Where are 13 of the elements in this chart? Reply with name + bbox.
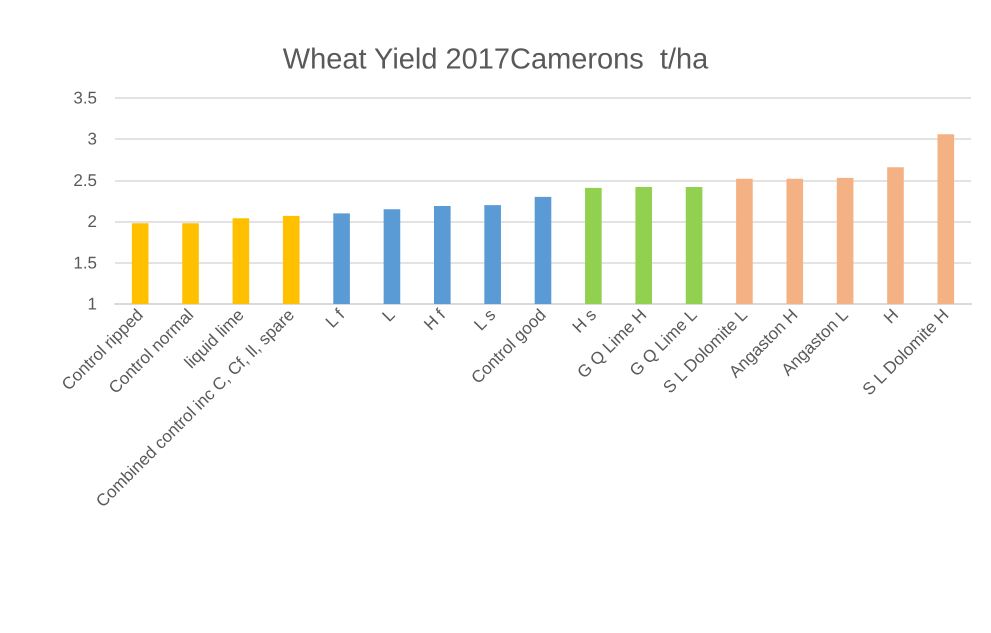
y-tick-label: 3.5: [73, 88, 97, 108]
x-tick-label: H s: [568, 305, 600, 337]
y-tick-label: 2.5: [73, 170, 97, 190]
x-tick-label: H: [880, 305, 902, 328]
x-tick-label: L: [378, 305, 399, 326]
x-tick-label: H f: [420, 305, 450, 334]
y-tick-label: 3: [88, 130, 97, 149]
x-tick-label: L s: [470, 305, 500, 334]
x-tick-label: L f: [322, 305, 348, 332]
y-tick-label: 1: [88, 294, 97, 314]
y-tick-label: 2: [88, 212, 97, 232]
y-tick-label: 1.5: [73, 253, 97, 272]
chart-title: Wheat Yield 2017Camerons t/ha: [282, 44, 710, 76]
